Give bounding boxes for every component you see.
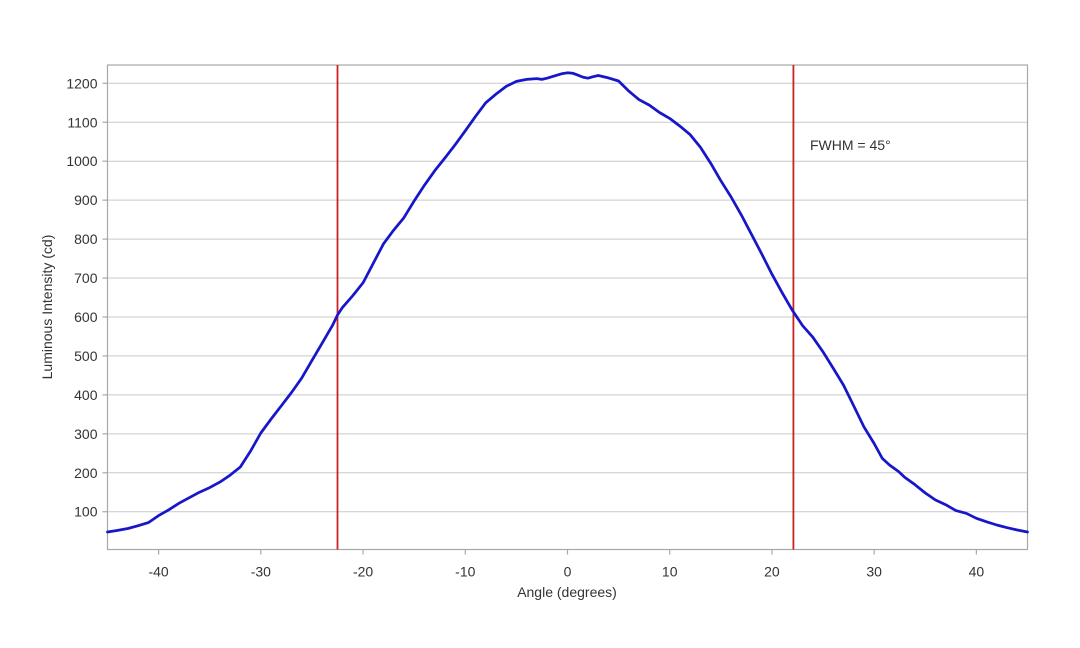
x-tick-label: -20 — [353, 564, 373, 580]
x-tick-label: 20 — [764, 564, 780, 580]
y-tick-label: 500 — [74, 348, 98, 364]
x-axis-title: Angle (degrees) — [517, 584, 617, 600]
y-tick-label: 900 — [74, 192, 98, 208]
plot-border — [106, 64, 1029, 551]
fwhm-annotation: FWHM = 45° — [810, 137, 891, 153]
y-tick-label: 800 — [74, 231, 98, 247]
y-axis-title: Luminous Intensity (cd) — [39, 234, 55, 380]
y-tick-label: 1000 — [66, 153, 97, 169]
x-tick-label: 10 — [662, 564, 678, 580]
x-tick-label: 30 — [866, 564, 882, 580]
y-tick-label: 700 — [74, 270, 98, 286]
x-tick-label: -40 — [148, 564, 168, 580]
x-tick-label: 0 — [564, 564, 572, 580]
y-tick-label: 600 — [74, 309, 98, 325]
y-tick-label: 300 — [74, 426, 98, 442]
y-tick-label: 400 — [74, 387, 98, 403]
x-tick-label: 40 — [969, 564, 985, 580]
y-tick-label: 200 — [74, 465, 98, 481]
x-tick-label: -10 — [455, 564, 475, 580]
y-tick-label: 100 — [74, 504, 98, 520]
x-tick-label: -30 — [251, 564, 271, 580]
intensity-curve — [106, 71, 1029, 534]
y-tick-label: 1200 — [66, 75, 97, 91]
y-tick-label: 1100 — [67, 114, 97, 130]
